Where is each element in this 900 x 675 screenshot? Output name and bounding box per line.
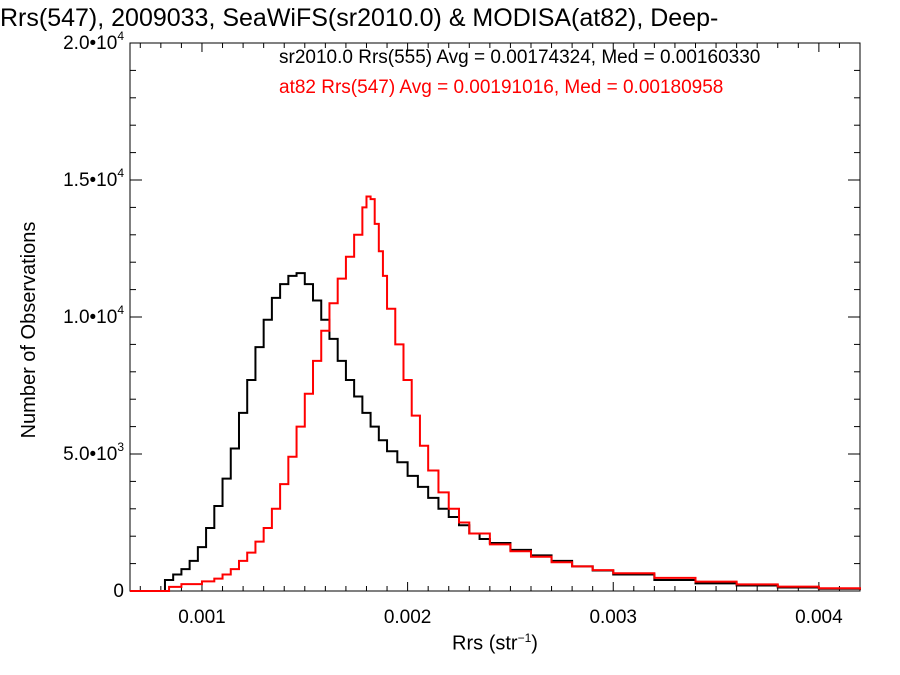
y-tick-label: 5.0•103 — [63, 440, 124, 465]
series-line-sr2010 — [130, 272, 861, 592]
y-tick-label: 1.5•104 — [63, 166, 124, 191]
y-tick-label-exponent: 3 — [117, 440, 124, 454]
x-tick-label: 0.002 — [384, 607, 432, 628]
y-tick-label-base: 1.0•10 — [63, 307, 117, 328]
x-axis-label-text: Rrs (str — [452, 632, 518, 655]
y-tick-label-exponent: 4 — [117, 29, 124, 43]
y-tick-label: 0 — [113, 581, 124, 602]
y-tick-label-base: 1.5•10 — [63, 170, 117, 191]
y-tick-label-exponent: 4 — [117, 303, 124, 317]
x-axis-label-sup: −1 — [517, 631, 532, 645]
legend-entry-at82: at82 Rrs(547) Avg = 0.00191016, Med = 0.… — [279, 77, 724, 98]
series-line-at82 — [130, 195, 861, 592]
y-axis-label: Number of Observations — [18, 221, 40, 439]
y-tick-label-exponent: 4 — [117, 166, 124, 180]
y-tick-label-base: 5.0•10 — [63, 444, 117, 465]
y-tick-label: 1.0•104 — [63, 303, 124, 328]
chart-title: Rrs(547), 2009033, SeaWiFS(sr2010.0) & M… — [0, 4, 719, 32]
y-tick-label-base: 2.0•10 — [63, 33, 117, 54]
y-tick-label-base: 0 — [113, 581, 124, 602]
x-tick-label: 0.001 — [178, 607, 226, 628]
x-axis-label: Rrs (str−1) — [395, 631, 595, 656]
plot-frame — [129, 42, 861, 592]
x-tick-label: 0.004 — [795, 607, 843, 628]
x-axis-label-close: ) — [531, 632, 538, 655]
legend-entry-sr2010: sr2010.0 Rrs(555) Avg = 0.00174324, Med … — [279, 47, 761, 68]
y-tick-label: 2.0•104 — [63, 29, 124, 54]
x-tick-label: 0.003 — [589, 607, 637, 628]
